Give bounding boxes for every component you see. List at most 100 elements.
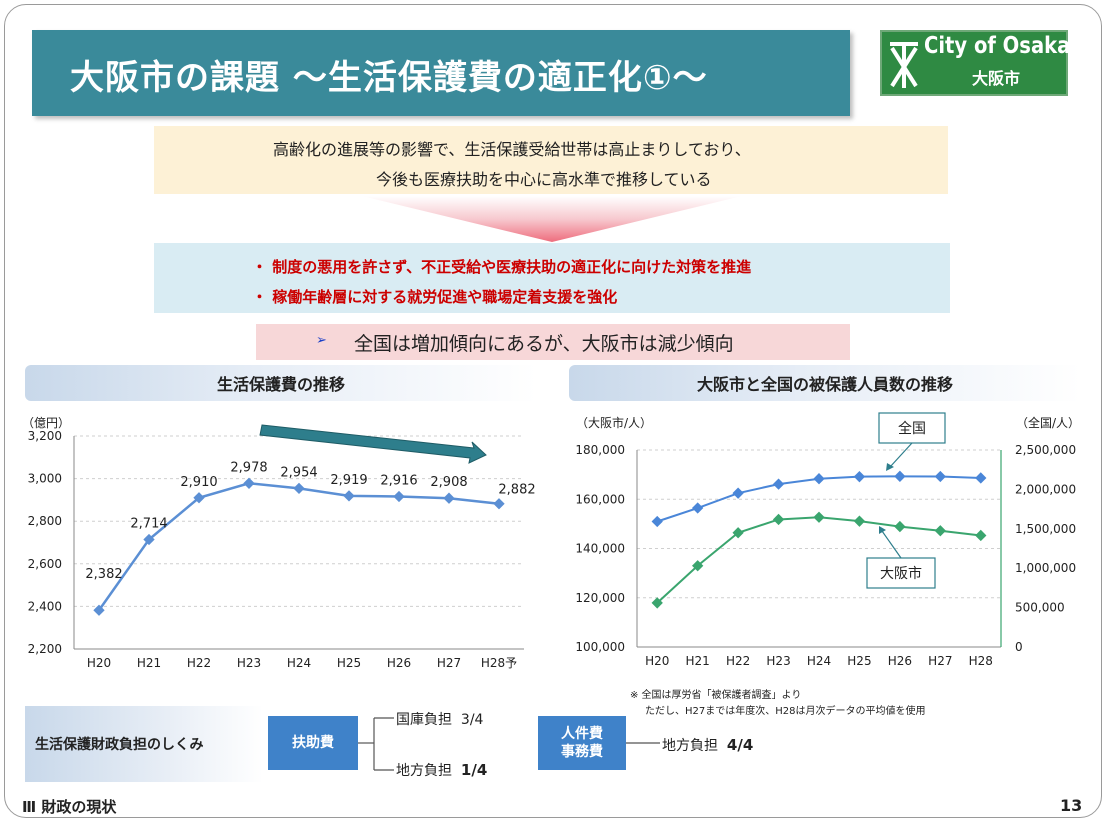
x-tick-label: H21 bbox=[137, 656, 161, 670]
data-point bbox=[243, 477, 255, 489]
osaka-data-point bbox=[853, 515, 866, 527]
highlight-text: 全国は増加傾向にあるが、大阪市は減少傾向 bbox=[354, 333, 734, 355]
right-tick-label: 1,000,000 bbox=[1015, 561, 1076, 575]
data-point bbox=[293, 482, 305, 495]
trend-arrow-icon bbox=[259, 424, 487, 464]
national-data-point bbox=[894, 470, 906, 482]
national-data-point bbox=[651, 515, 663, 528]
x-tick-label: H27 bbox=[437, 656, 461, 670]
x-tick-label: H23 bbox=[766, 654, 790, 668]
y-tick-label: 3,200 bbox=[28, 429, 62, 443]
data-label: 2,908 bbox=[430, 475, 467, 490]
national-data-point bbox=[732, 487, 744, 499]
data-point bbox=[343, 490, 355, 502]
x-tick-label: H25 bbox=[847, 654, 871, 668]
data-label: 2,916 bbox=[380, 473, 417, 488]
data-label: 2,910 bbox=[180, 475, 217, 490]
right-tick-label: 500,000 bbox=[1015, 601, 1065, 615]
data-label: 2,978 bbox=[230, 460, 267, 475]
national-share-value: 3/4 bbox=[460, 712, 484, 728]
left-tick-label: 120,000 bbox=[575, 591, 625, 605]
local-share-value: 1/4 bbox=[460, 761, 488, 779]
page-number: 13 bbox=[1060, 796, 1083, 815]
x-tick-label: H20 bbox=[645, 654, 669, 668]
arrow-bullet-icon: ➢ bbox=[316, 333, 327, 348]
legend-national-pointer bbox=[889, 442, 913, 468]
right-tick-label: 2,000,000 bbox=[1015, 482, 1076, 496]
osaka-data-point bbox=[772, 513, 785, 526]
x-tick-label: H20 bbox=[87, 656, 111, 670]
spending-chart: （億円） 2,200 2,400 2,600 2,800 3,000 3,200 H20 H… bbox=[22, 416, 536, 670]
left-tick-label: 180,000 bbox=[575, 443, 625, 457]
title-bar bbox=[32, 30, 850, 116]
page-title: 大阪市の課題 〜生活保護費の適正化①〜 bbox=[70, 58, 708, 98]
x-tick-label: H25 bbox=[337, 656, 361, 670]
national-share: 国庫負担 3/4 bbox=[396, 709, 483, 729]
legend-osaka-pointer-head bbox=[879, 526, 886, 534]
data-point bbox=[393, 490, 405, 503]
osaka-data-point bbox=[975, 529, 987, 542]
y-tick-label: 2,400 bbox=[28, 599, 62, 613]
x-tick-label: H27 bbox=[928, 654, 952, 668]
summary-box bbox=[154, 126, 948, 194]
local-share-label: 地方負担 bbox=[396, 763, 452, 779]
national-data-point bbox=[934, 470, 946, 483]
local-share-full-label: 地方負担 bbox=[662, 738, 718, 754]
legend-osaka: 大阪市 bbox=[880, 565, 922, 582]
data-label: 2,382 bbox=[85, 567, 122, 582]
left-tick-label: 100,000 bbox=[575, 640, 625, 654]
osaka-data-point bbox=[732, 527, 744, 539]
x-tick-label: H22 bbox=[187, 656, 211, 670]
summary-line-2: 今後も医療扶助を中心に高水準で推移している bbox=[376, 170, 712, 189]
x-tick-label: H23 bbox=[237, 656, 261, 670]
finance-branch-lines bbox=[358, 717, 394, 771]
x-tick-label: H26 bbox=[888, 654, 912, 668]
data-label: 2,919 bbox=[330, 473, 367, 488]
national-data-point bbox=[975, 472, 987, 484]
right-tick-label: 0 bbox=[1015, 640, 1023, 654]
summary-line-1: 高齢化の進展等の影響で、生活保護受給世帯は高止まりしており、 bbox=[273, 140, 751, 159]
data-label: 2,954 bbox=[280, 465, 317, 480]
data-point bbox=[493, 498, 505, 510]
x-tick-label: H21 bbox=[686, 654, 710, 668]
city-logo bbox=[880, 30, 1068, 96]
right-tick-label: 2,500,000 bbox=[1015, 443, 1076, 457]
national-share-label: 国庫負担 bbox=[396, 712, 452, 728]
x-tick-label: H24 bbox=[807, 654, 831, 668]
data-label: 2,714 bbox=[130, 517, 167, 532]
x-tick-label: H22 bbox=[726, 654, 750, 668]
left-unit-label: （大阪市/人） bbox=[576, 415, 652, 430]
finance-structure-label: 生活保護財政負担のしくみ bbox=[25, 706, 263, 782]
legend-osaka-box bbox=[866, 557, 936, 589]
osaka-data-point bbox=[813, 511, 825, 523]
x-tick-label: H24 bbox=[287, 656, 311, 670]
measures-box bbox=[154, 243, 950, 313]
unit-label: （億円） bbox=[22, 416, 70, 430]
personnel-cost-box: 人件費 事務費 bbox=[538, 716, 626, 770]
local-share-full: 地方負担 4/4 bbox=[662, 735, 753, 755]
local-share: 地方負担 1/4 bbox=[396, 760, 487, 780]
personnel-cost-line2: 事務費 bbox=[561, 744, 603, 760]
note-line-1: ※ 全国は厚労省「被保護者調査」より bbox=[630, 690, 802, 701]
personnel-branch-line bbox=[626, 742, 660, 744]
x-tick-label: H28 bbox=[969, 654, 993, 668]
national-data-point bbox=[853, 471, 866, 483]
personnel-cost-line1: 人件費 bbox=[561, 726, 603, 742]
left-tick-label: 140,000 bbox=[575, 542, 625, 556]
left-section-heading: 生活保護費の推移 bbox=[25, 365, 537, 401]
y-tick-label: 2,800 bbox=[28, 514, 62, 528]
data-point bbox=[443, 492, 455, 504]
logo-text-jp: 大阪市 bbox=[972, 69, 1021, 88]
highlight-box bbox=[256, 324, 850, 360]
osaka-city-emblem-icon bbox=[890, 42, 918, 88]
x-tick-label: H26 bbox=[387, 656, 411, 670]
right-section-heading: 大阪市と全国の被保護人員数の推移 bbox=[569, 365, 1081, 401]
data-label: 2,882 bbox=[498, 483, 535, 498]
footer-section: Ⅲ 財政の現状 bbox=[22, 798, 117, 816]
national-data-point bbox=[813, 473, 825, 485]
y-tick-label: 2,600 bbox=[28, 557, 62, 571]
x-tick-label: H28予 bbox=[481, 656, 517, 670]
left-tick-label: 160,000 bbox=[575, 492, 625, 506]
legend-national-box bbox=[878, 412, 946, 444]
national-data-point bbox=[692, 502, 704, 514]
